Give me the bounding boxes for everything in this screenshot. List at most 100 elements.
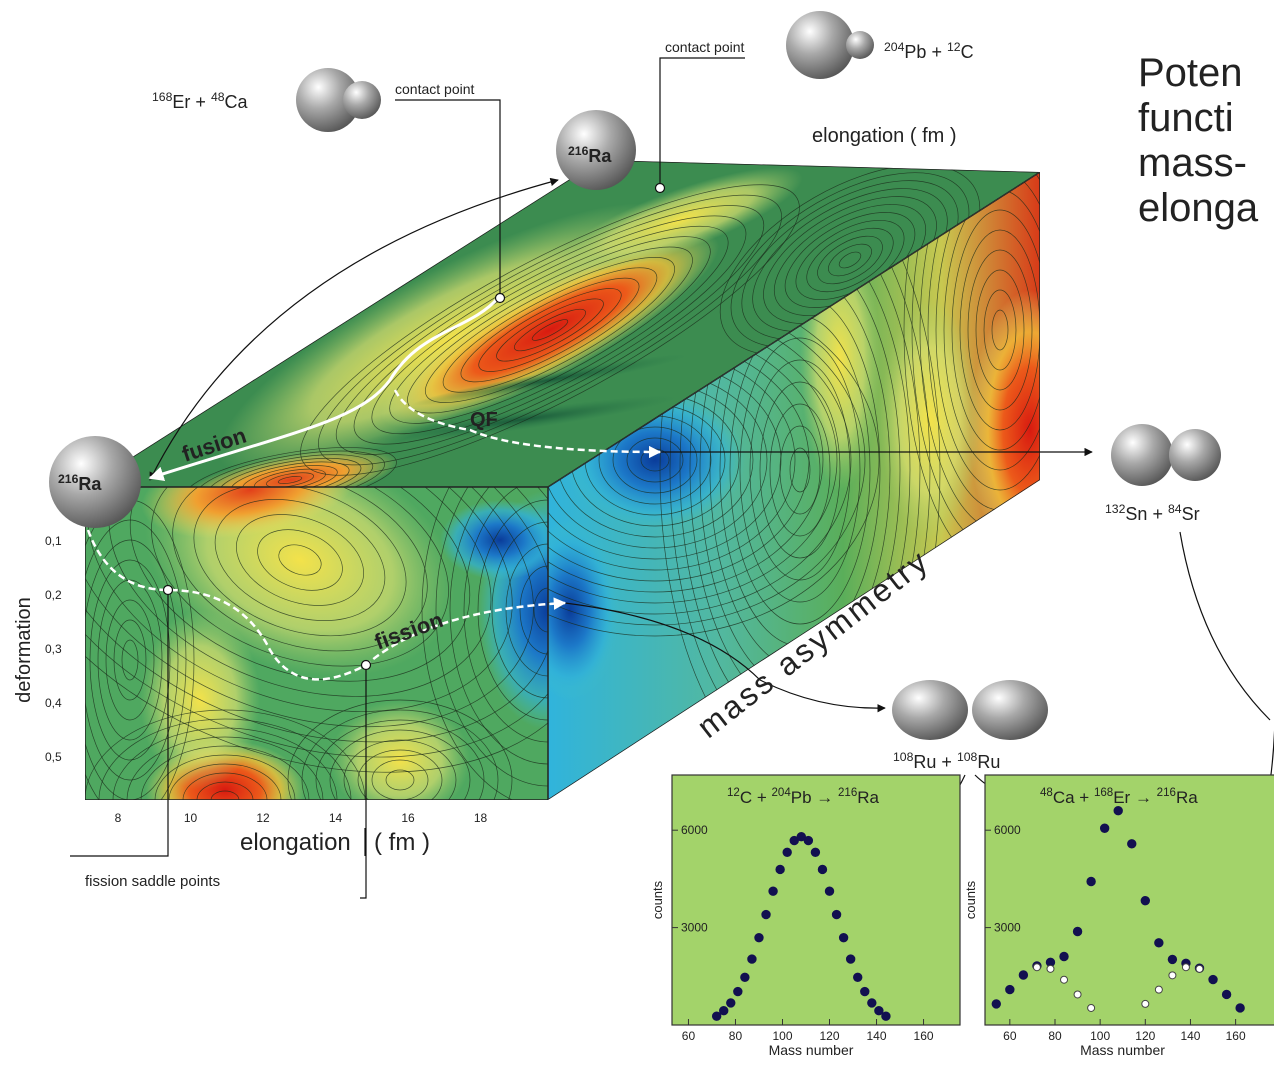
y-axis-label: counts (650, 880, 665, 919)
data-point (854, 973, 862, 981)
mass-number: 216 (58, 472, 79, 486)
saddle-point (496, 294, 505, 303)
data-point (1209, 975, 1217, 983)
nucleus (786, 11, 854, 79)
data-point (769, 887, 777, 895)
tick-label: 10 (184, 811, 198, 825)
mass-number: 216 (1157, 787, 1176, 799)
axis-label: deformation (13, 597, 35, 703)
element: Pb + (904, 42, 947, 62)
data-point (861, 987, 869, 995)
data-point (734, 987, 742, 995)
data-point (720, 1007, 728, 1015)
mass-number: 132 (1105, 502, 1126, 516)
surface-region (970, 290, 1090, 570)
chart: 608010012014016030006000Mass numbercount… (963, 775, 1274, 1058)
tick-label: 0,2 (45, 588, 62, 602)
data-point (1222, 990, 1230, 998)
data-point (832, 910, 840, 918)
x-tick-label: 60 (682, 1029, 696, 1043)
data-point (1155, 986, 1162, 993)
surface-region (440, 500, 560, 580)
element: Pb → (791, 788, 838, 807)
reaction: 168Er + 48Ca (152, 90, 249, 112)
x-tick-label: 100 (1090, 1029, 1110, 1043)
data-point (1061, 976, 1068, 983)
x-tick-label: 140 (867, 1029, 887, 1043)
mass-number: 204 (772, 787, 792, 799)
element: C + (740, 788, 772, 807)
x-axis-label: Mass number (769, 1042, 854, 1058)
mass-number: 12 (947, 40, 961, 54)
y-tick-label: 3000 (681, 921, 708, 935)
data-point (992, 1000, 1000, 1008)
data-point (1033, 964, 1040, 971)
element: Ca (225, 92, 249, 112)
data-point (804, 836, 812, 844)
data-point (762, 910, 770, 918)
mass-number: 48 (1040, 787, 1053, 799)
mass-distributions: 608010012014016030006000Mass numbercount… (650, 775, 1274, 1058)
data-point (1142, 1000, 1149, 1007)
data-point (741, 973, 749, 981)
y-axis-label: counts (963, 880, 978, 919)
label: fission saddle points (85, 873, 220, 890)
plot-area (672, 775, 960, 1025)
axis-label: elongation ( fm ) (812, 125, 957, 147)
data-point (1169, 972, 1176, 979)
nucleus (972, 680, 1048, 740)
element: Ra (588, 146, 612, 166)
nucleus (1111, 424, 1173, 486)
data-point (1236, 1004, 1244, 1012)
label: contact point (665, 39, 744, 55)
tick-label: 16 (401, 811, 415, 825)
title-line: elonga (1138, 186, 1259, 230)
tick-label: 12 (256, 811, 270, 825)
data-point (1155, 939, 1163, 947)
axis-label: elongation (240, 829, 351, 856)
axis-label: ( fm ) (374, 829, 430, 856)
saddle-point (656, 184, 665, 193)
data-point (1168, 955, 1176, 963)
x-tick-label: 160 (1226, 1029, 1246, 1043)
data-point (868, 999, 876, 1007)
data-point (882, 1012, 890, 1020)
mass-number: 108 (893, 750, 914, 764)
data-point (1074, 991, 1081, 998)
x-tick-label: 160 (914, 1029, 934, 1043)
x-tick-label: 120 (819, 1029, 839, 1043)
tick-label: 8 (115, 811, 122, 825)
data-point (1088, 1004, 1095, 1011)
mass-number: 168 (152, 90, 173, 104)
x-tick-label: 140 (1180, 1029, 1200, 1043)
chart-title: 12C + 204Pb → 216Ra (727, 787, 880, 807)
title-line: mass- (1138, 141, 1247, 185)
tick-label: 14 (329, 811, 343, 825)
element: Ca + (1053, 788, 1094, 807)
data-point (755, 933, 763, 941)
element: Ra (78, 474, 102, 494)
label: contact point (395, 81, 474, 97)
data-point (811, 848, 819, 856)
data-point (1100, 824, 1108, 832)
x-tick-label: 120 (1135, 1029, 1155, 1043)
x-tick-label: 80 (1048, 1029, 1062, 1043)
data-point (839, 933, 847, 941)
element: Ra (1176, 788, 1198, 807)
x-tick-label: 100 (772, 1029, 792, 1043)
data-point (1196, 965, 1203, 972)
saddle-point (362, 661, 371, 670)
data-point (818, 865, 826, 873)
data-point (1087, 877, 1095, 885)
element: Ra (857, 788, 879, 807)
title-line: functi (1138, 96, 1234, 140)
page: Potenfunctimass-elongacontact pointconta… (0, 0, 1274, 1065)
data-point (727, 999, 735, 1007)
path-label: QF (470, 409, 498, 431)
data-point (712, 1012, 720, 1020)
mass-number: 12 (727, 787, 740, 799)
mass-number: 84 (1168, 502, 1182, 516)
mass-number: 204 (884, 40, 905, 54)
element: Sn + (1125, 504, 1168, 524)
mass-number: 216 (838, 787, 857, 799)
